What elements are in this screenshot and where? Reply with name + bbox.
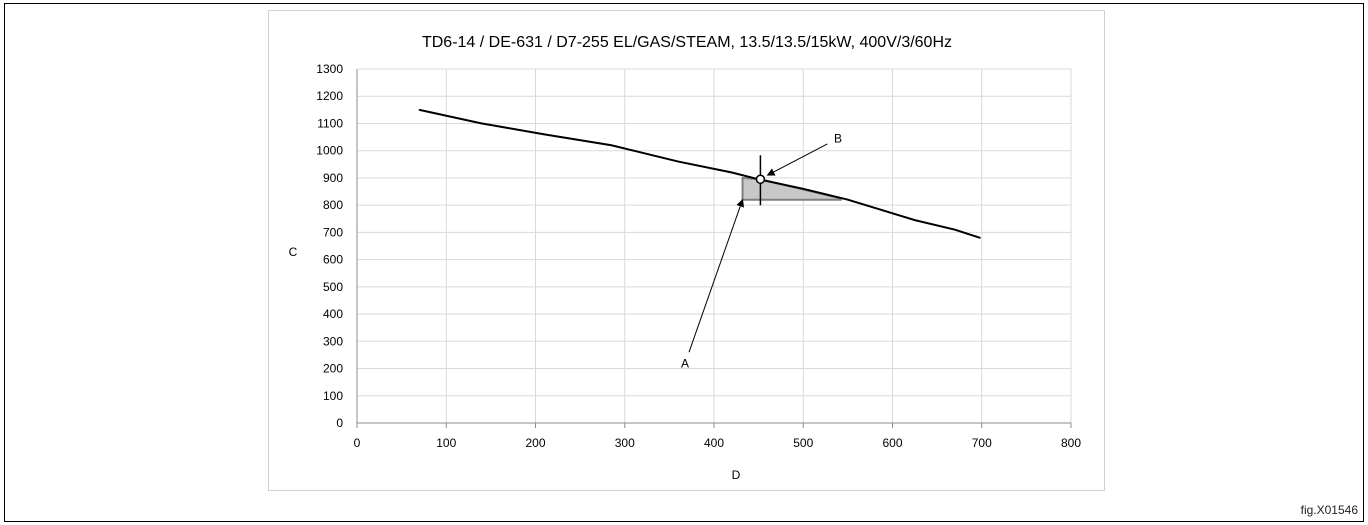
- x-tick-label: 300: [615, 436, 635, 450]
- y-tick-label: 300: [323, 334, 343, 348]
- data-point: [731, 171, 733, 174]
- axes: [356, 69, 1072, 428]
- data-point: [802, 188, 805, 190]
- annotations: AB: [681, 131, 842, 370]
- y-tick-label: 1000: [316, 144, 343, 158]
- x-axis-label: D: [732, 468, 741, 482]
- y-tick-label: 800: [323, 198, 343, 212]
- data-point: [418, 109, 421, 111]
- y-tick-label: 700: [323, 225, 343, 239]
- annotation-arrow: [688, 198, 745, 353]
- chart-svg: TD6-14 / DE-631 / D7-255 EL/GAS/STEAM, 1…: [289, 34, 1082, 482]
- x-tick-label: 700: [972, 436, 992, 450]
- y-tick-label: 200: [323, 362, 343, 376]
- x-tick-label: 600: [882, 436, 902, 450]
- data-point: [847, 198, 849, 201]
- x-tick-label: 0: [354, 436, 361, 450]
- data-point: [543, 133, 546, 136]
- operating-point-circle: [755, 174, 766, 185]
- y-tick-label: 400: [323, 307, 343, 321]
- y-tick-label: 0: [336, 416, 343, 430]
- y-tick-label: 500: [323, 280, 343, 294]
- operating-point-marker: [755, 155, 766, 206]
- x-tick-label: 800: [1061, 436, 1081, 450]
- x-tick-label: 100: [436, 436, 456, 450]
- annotation-label: B: [834, 131, 842, 145]
- y-tick-label: 100: [323, 389, 343, 403]
- x-tick-label: 500: [793, 436, 813, 450]
- figure-reference: fig.X01546: [1300, 503, 1358, 517]
- data-point: [979, 237, 981, 239]
- y-tick-label: 1200: [316, 89, 343, 103]
- figure-frame: [4, 3, 1364, 522]
- data-point: [481, 122, 483, 125]
- chart-title: TD6-14 / DE-631 / D7-255 EL/GAS/STEAM, 1…: [422, 34, 952, 51]
- data-point: [914, 219, 916, 221]
- annotation-label: A: [681, 357, 689, 371]
- y-tick-label: 900: [323, 171, 343, 185]
- data-point: [610, 144, 613, 147]
- y-tick-labels: 0 100 200 300 400 500 600 700 800 900 1000 1100 1200…: [316, 62, 343, 430]
- data-point: [882, 209, 885, 212]
- series-line: [419, 108, 981, 239]
- chart-panel: TD6-14 / DE-631 / D7-255 EL/GAS/STEAM, 1…: [268, 10, 1105, 491]
- data-point: [954, 228, 956, 231]
- annotation-arrow: [766, 143, 828, 176]
- y-tick-label: 600: [323, 253, 343, 267]
- y-tick-label: 1300: [316, 62, 343, 76]
- data-point: [677, 160, 680, 163]
- series-points: [418, 109, 981, 239]
- y-axis-label: C: [289, 245, 298, 259]
- grid: [357, 68, 1072, 423]
- x-tick-label: 400: [704, 436, 724, 450]
- y-tick-label: 1100: [317, 116, 343, 130]
- x-tick-label: 200: [525, 436, 545, 450]
- x-tick-labels: 0 100 200 300 400 500 600 700 800: [354, 436, 1082, 450]
